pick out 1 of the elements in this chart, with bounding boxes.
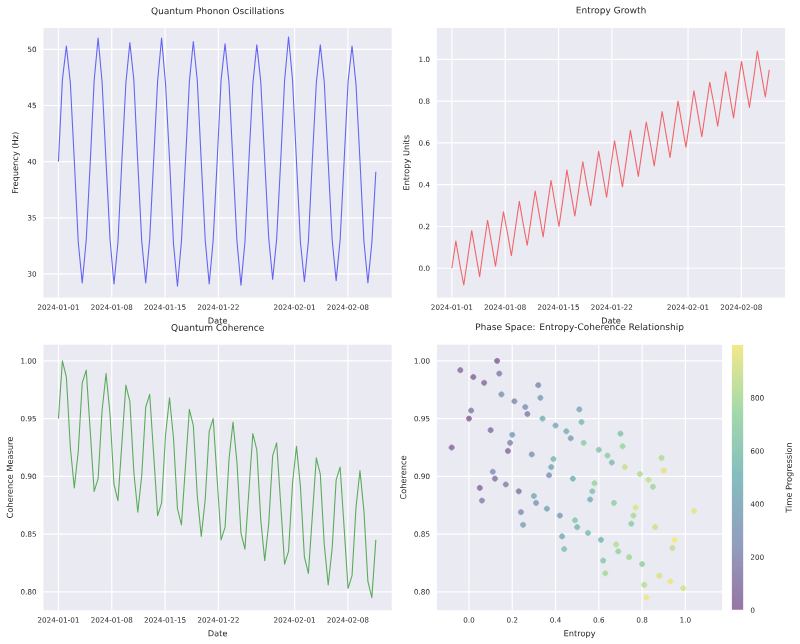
line-series [57, 36, 377, 287]
